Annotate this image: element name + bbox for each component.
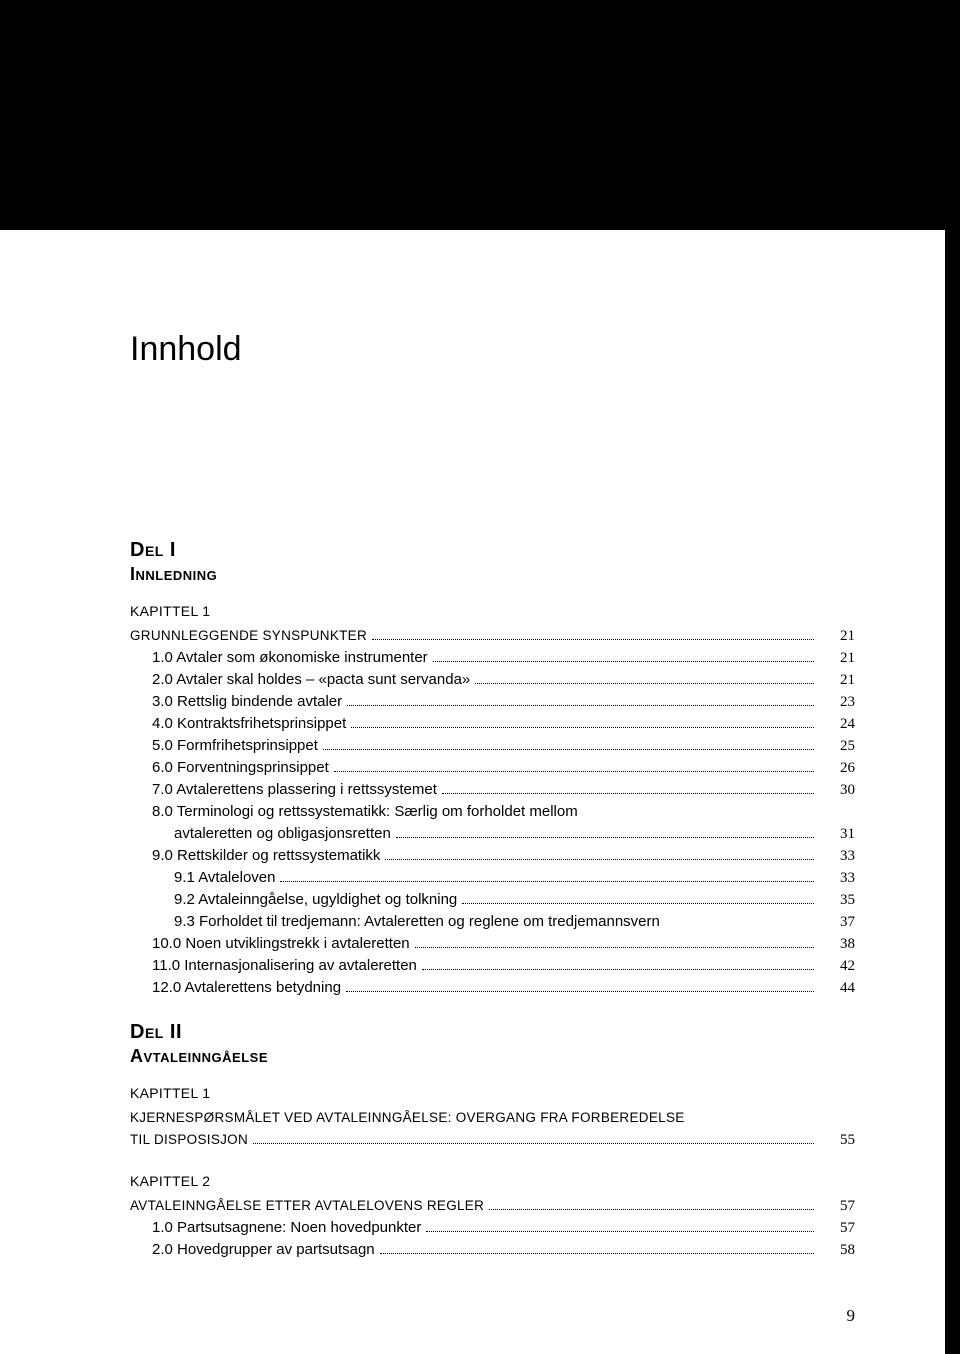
toc-entry-text: 11.0 Internasjonalisering av avtalerette… [152,955,417,977]
toc-leader-dots [433,661,814,662]
toc-page-number: 23 [819,691,855,713]
page-title: Innhold [130,330,855,369]
toc-leader-dots [372,639,814,640]
toc-page-number: 42 [819,955,855,977]
toc-leader-dots [253,1143,814,1144]
toc-page-number: 21 [819,625,855,647]
toc-entry-text: 6.0 Forventningsprinsippet [152,757,329,779]
toc-entry-text: KJERNESPØRSMÅLET VED AVTALEINNGÅELSE: OV… [130,1107,685,1129]
table-of-contents: Del IInnledning KAPITTEL 1 GRUNNLEGGENDE S… [130,539,855,1261]
toc-page-number: 57 [819,1195,855,1217]
toc-page-number: 33 [819,867,855,889]
toc-leader-dots [422,969,814,970]
toc-row: 9.0 Rettskilder og rettssystematikk 33 [130,845,855,867]
part-subtitle: Avtaleinngåelse [130,1046,855,1067]
toc-leader-dots [442,793,814,794]
toc-row: 7.0 Avtalerettens plassering i rettssyst… [130,779,855,801]
toc-row: 12.0 Avtalerettens betydning 44 [130,977,855,999]
toc-leader-dots [346,991,814,992]
chapter-label: KAPITTEL 2 [130,1173,855,1189]
toc-leader-dots [347,705,814,706]
toc-leader-dots [426,1231,814,1232]
toc-entry-text: 8.0 Terminologi og rettssystematikk: Sær… [152,801,578,823]
toc-page-number: 35 [819,889,855,911]
toc-page-number: 44 [819,977,855,999]
toc-row: avtaleretten og obligasjonsretten 31 [130,823,855,845]
toc-row: 8.0 Terminologi og rettssystematikk: Sær… [130,801,855,823]
toc-page-number: 37 [819,911,855,933]
toc-row: 11.0 Internasjonalisering av avtalerette… [130,955,855,977]
toc-row: 9.1 Avtaleloven 33 [130,867,855,889]
page-body: Innhold Del IInnledning KAPITTEL 1 GRUNNLE… [0,230,945,1354]
toc-page-number: 25 [819,735,855,757]
toc-page-number: 57 [819,1217,855,1239]
toc-page-number: 31 [819,823,855,845]
toc-entry-text: 4.0 Kontraktsfrihetsprinsippet [152,713,346,735]
toc-page-number: 21 [819,647,855,669]
toc-entry-text: 7.0 Avtalerettens plassering i rettssyst… [152,779,437,801]
toc-row: TIL DISPOSISJON 55 [130,1129,855,1151]
toc-leader-dots [323,749,814,750]
toc-entry-text: 1.0 Avtaler som økonomiske instrumenter [152,647,428,669]
toc-entry-text: 5.0 Formfrihetsprinsippet [152,735,318,757]
toc-page-number: 33 [819,845,855,867]
toc-leader-dots [385,859,814,860]
toc-row: 9.2 Avtaleinngåelse, ugyldighet og tolkn… [130,889,855,911]
part-heading: Del I [130,539,855,562]
toc-entry-text: 10.0 Noen utviklingstrekk i avtaleretten [152,933,410,955]
chapter-label: KAPITTEL 1 [130,603,855,619]
toc-row: 1.0 Avtaler som økonomiske instrumenter 2… [130,647,855,669]
toc-entry-text: 2.0 Hovedgrupper av partsutsagn [152,1239,375,1261]
toc-row: KJERNESPØRSMÅLET VED AVTALEINNGÅELSE: OV… [130,1107,855,1129]
toc-page-number: 38 [819,933,855,955]
toc-page-number: 30 [819,779,855,801]
toc-entry-text: 1.0 Partsutsagnene: Noen hovedpunkter [152,1217,421,1239]
toc-entry-text: 9.0 Rettskilder og rettssystematikk [152,845,380,867]
toc-entry-text: 3.0 Rettslig bindende avtaler [152,691,342,713]
toc-page-number: 58 [819,1239,855,1261]
toc-entry-text: 9.2 Avtaleinngåelse, ugyldighet og tolkn… [174,889,457,911]
toc-leader-dots [415,947,814,948]
page-number: 9 [847,1306,856,1326]
toc-row: 5.0 Formfrihetsprinsippet 25 [130,735,855,757]
toc-entry-text: 9.3 Forholdet til tredjemann: Avtalerett… [174,911,660,933]
toc-leader-dots [396,837,814,838]
toc-leader-dots [489,1209,814,1210]
toc-leader-dots [351,727,814,728]
toc-leader-dots [475,683,814,684]
toc-page-number: 26 [819,757,855,779]
toc-entry-text: AVTALEINNGÅELSE ETTER AVTALELOVENS REGLE… [130,1195,484,1217]
toc-entry-text: TIL DISPOSISJON [130,1129,248,1151]
toc-entry-text: 9.1 Avtaleloven [174,867,275,889]
toc-row: 10.0 Noen utviklingstrekk i avtaleretten… [130,933,855,955]
toc-entry-text: avtaleretten og obligasjonsretten [174,823,391,845]
toc-entry-text: 12.0 Avtalerettens betydning [152,977,341,999]
toc-row: 9.3 Forholdet til tredjemann: Avtalerett… [130,911,855,933]
toc-leader-dots [462,903,814,904]
toc-row: GRUNNLEGGENDE SYNSPUNKTER 21 [130,625,855,647]
toc-row: 3.0 Rettslig bindende avtaler 23 [130,691,855,713]
toc-page-number: 55 [819,1129,855,1151]
toc-row: 2.0 Avtaler skal holdes – «pacta sunt se… [130,669,855,691]
chapter-label: KAPITTEL 1 [130,1085,855,1101]
toc-row: 4.0 Kontraktsfrihetsprinsippet 24 [130,713,855,735]
toc-page-number: 24 [819,713,855,735]
part-heading: Del II [130,1021,855,1044]
toc-row: 1.0 Partsutsagnene: Noen hovedpunkter 57 [130,1217,855,1239]
toc-leader-dots [334,771,814,772]
toc-row: AVTALEINNGÅELSE ETTER AVTALELOVENS REGLE… [130,1195,855,1217]
toc-page-number: 21 [819,669,855,691]
toc-leader-dots [280,881,814,882]
part-subtitle: Innledning [130,564,855,585]
toc-leader-dots [380,1253,814,1254]
toc-row: 6.0 Forventningsprinsippet 26 [130,757,855,779]
toc-entry-text: GRUNNLEGGENDE SYNSPUNKTER [130,625,367,647]
toc-entry-text: 2.0 Avtaler skal holdes – «pacta sunt se… [152,669,470,691]
toc-row: 2.0 Hovedgrupper av partsutsagn 58 [130,1239,855,1261]
